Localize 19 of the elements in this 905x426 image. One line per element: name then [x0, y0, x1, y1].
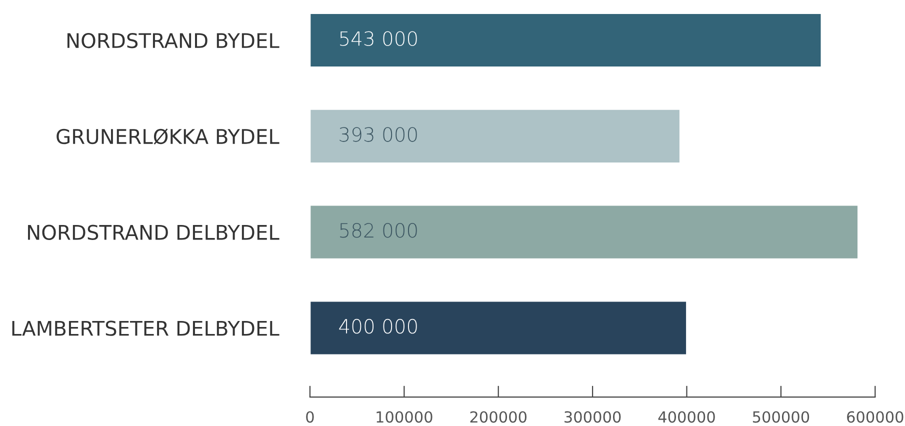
x-tick-label: 400000 — [658, 411, 715, 423]
data-label: 582 000 — [340, 223, 417, 238]
y-tick-label: LAMBERTSETER DELBYDEL — [12, 320, 280, 336]
y-tick-label: GRUNERLØKKA BYDEL — [56, 128, 280, 145]
data-label: 400 000 — [339, 318, 417, 334]
y-tick-label: NORDSTRAND DELBYDEL — [28, 224, 280, 240]
bar — [310, 108, 681, 164]
data-label: 393 000 — [340, 127, 417, 142]
bar — [310, 300, 688, 356]
x-tick-label: 100000 — [376, 411, 432, 423]
x-tick-label: 500000 — [752, 411, 810, 423]
x-tick-label: 600000 — [847, 411, 904, 423]
x-tick-label: 200000 — [470, 411, 526, 423]
x-tick-label: 300000 — [564, 411, 621, 423]
bar — [310, 12, 822, 68]
bar — [310, 204, 859, 260]
x-tick-label: 0 — [306, 411, 314, 423]
data-label: 543 000 — [340, 31, 417, 46]
y-tick-label: NORDSTRAND BYDEL — [67, 32, 280, 48]
